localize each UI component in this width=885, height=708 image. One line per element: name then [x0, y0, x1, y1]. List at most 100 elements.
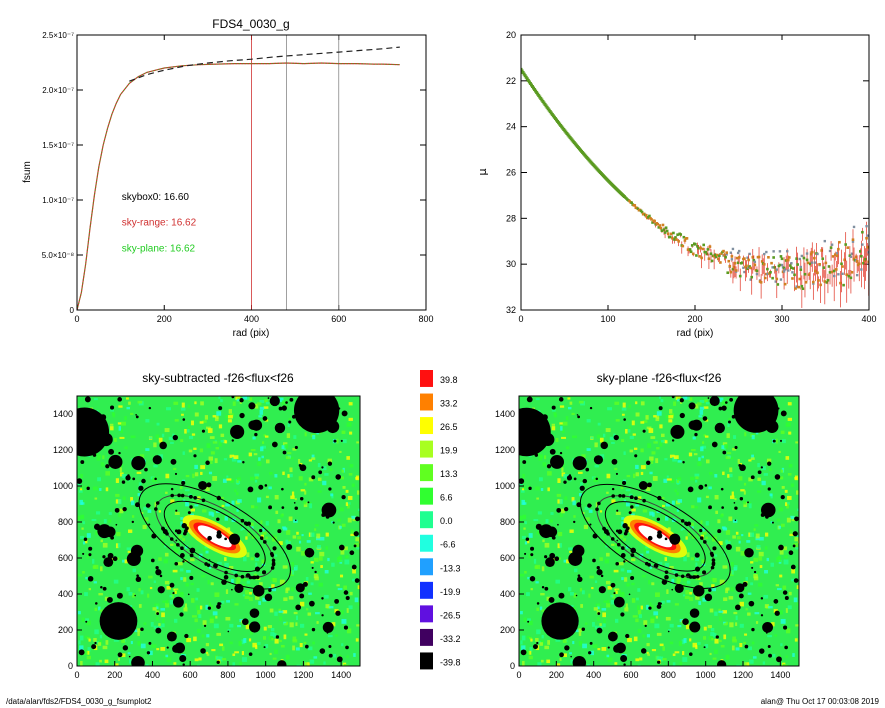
sky-subtracted-noise-pixel	[216, 632, 221, 636]
fsum-y-tick-label: 2.5×10⁻⁷	[42, 31, 74, 40]
sky-subtracted-noise-pixel	[118, 426, 122, 431]
mu-data-point	[650, 218, 653, 221]
sky-subtracted-source-mask	[189, 575, 194, 581]
sky-plane-noise-pixel	[689, 638, 692, 642]
sky-plane-noise-pixel	[710, 632, 715, 637]
sky-plane-noise-pixel	[784, 489, 788, 493]
mu-data-point	[829, 246, 833, 249]
sky-subtracted-noise-pixel	[334, 634, 338, 637]
sky-plane-noise-pixel	[638, 496, 642, 501]
sky-plane-noise-pixel	[520, 640, 523, 645]
mu-data-point	[836, 254, 839, 258]
sky-plane-noise-pixel	[607, 586, 612, 590]
sky-plane-noise-pixel	[770, 521, 774, 524]
sky-plane-noise-pixel	[526, 592, 530, 597]
sky-subtracted-noise-pixel	[179, 568, 184, 572]
sky-subtracted-noise-pixel	[77, 573, 83, 577]
sky-subtracted-source-mask	[341, 494, 346, 500]
sky-subtracted-noise-pixel	[357, 602, 360, 606]
sky-subtracted-noise-pixel	[308, 646, 313, 651]
sky-subtracted-noise-pixel	[233, 455, 239, 459]
sky-plane-source-mask	[616, 539, 619, 542]
sky-subtracted-noise-pixel	[282, 527, 288, 531]
sky-subtracted-noise-pixel	[196, 605, 199, 611]
sky-plane-noise-pixel	[682, 576, 687, 582]
sky-subtracted-noise-pixel	[270, 632, 275, 637]
sky-subtracted-source-mask	[340, 439, 343, 442]
sky-plane-source-mask	[536, 602, 540, 605]
mu-data-point	[818, 262, 821, 266]
colorbar-swatch	[420, 370, 433, 387]
sky-plane-source-mask	[520, 649, 527, 656]
sky-plane-noise-pixel	[685, 624, 690, 630]
sky-subtracted-noise-pixel	[337, 588, 343, 591]
sky-plane-noise-pixel	[726, 433, 730, 439]
sky-plane-noise-pixel	[785, 608, 788, 613]
sky-plane-noise-pixel	[727, 422, 730, 428]
sky-subtracted-star-mask	[99, 602, 138, 640]
sky-plane-noise-pixel	[701, 445, 707, 449]
sky-subtracted-noise-pixel	[192, 473, 195, 479]
sky-subtracted-noise-pixel	[254, 479, 258, 483]
mu-data-point	[812, 280, 815, 284]
colorbar-label: 33.2	[440, 398, 458, 408]
sky-plane-noise-pixel	[592, 644, 598, 649]
sky-plane-noise-pixel	[728, 516, 733, 521]
footer-timestamp: alan@ Thu Oct 17 00:03:08 2019	[760, 697, 879, 706]
sky-subtracted-noise-pixel	[349, 431, 353, 435]
sky-plane-noise-pixel	[551, 426, 556, 431]
sky-plane-noise-pixel	[751, 454, 754, 459]
sky-subtracted-noise-pixel	[199, 605, 203, 610]
fsum-x-tick-label: 200	[157, 314, 172, 324]
sky-plane-noise-pixel	[793, 542, 798, 548]
mu-sky-point	[742, 266, 745, 269]
sky-subtracted-noise-pixel	[155, 616, 159, 622]
sky-subtracted-noise-pixel	[331, 521, 334, 524]
sky-plane-noise-pixel	[581, 454, 586, 459]
sky-subtracted-noise-pixel	[122, 474, 128, 479]
sky-subtracted-noise-pixel	[166, 586, 171, 590]
sky-subtracted-noise-pixel	[255, 476, 259, 480]
sky-subtracted-noise-pixel	[200, 471, 203, 475]
sky-subtracted-source-mask	[187, 511, 191, 515]
sky-subtracted-source-mask	[95, 602, 98, 605]
sky-plane-source-mask	[689, 621, 701, 633]
sky-subtracted-source-mask	[184, 633, 189, 639]
mu-data-point	[639, 209, 643, 213]
sky-plane-noise-pixel	[691, 526, 694, 530]
sky-subtracted-noise-pixel	[224, 516, 229, 521]
sky-subtracted-source-mask	[293, 502, 296, 504]
sky-plane-noise-pixel	[603, 600, 609, 603]
sky-plane-noise-pixel	[550, 512, 554, 515]
sky-plane-source-mask	[765, 420, 779, 434]
sky-plane-noise-pixel	[729, 473, 733, 478]
mu-data-point	[842, 283, 845, 287]
mu-data-point	[681, 244, 685, 248]
sky-plane-noise-pixel	[761, 480, 766, 486]
sky-plane-noise-pixel	[685, 536, 688, 540]
sky-subtracted-source-mask	[305, 644, 309, 649]
sky-subtracted-noise-pixel	[187, 425, 191, 429]
colorbar-swatch	[420, 487, 433, 505]
sky-subtracted-noise-pixel	[355, 537, 360, 542]
sky-plane-noise-pixel	[723, 634, 727, 640]
sky-subtracted-noise-pixel	[95, 531, 99, 535]
sky-plane-noise-pixel	[781, 485, 785, 489]
sky-plane-source-mask	[717, 529, 722, 534]
sky-plane-noise-pixel	[692, 436, 696, 440]
sky-subtracted-source-mask	[247, 486, 254, 493]
sky-subtracted-noise-pixel	[223, 458, 227, 461]
mu-data-point	[688, 248, 692, 251]
sky-plane-noise-pixel	[629, 449, 634, 453]
sky-plane-noise-pixel	[534, 486, 540, 491]
sky-plane-noise-pixel	[656, 411, 662, 416]
sky-subtracted-noise-pixel	[196, 588, 200, 592]
sky-plane-noise-pixel	[784, 555, 788, 559]
sky-subtracted-source-mask	[231, 396, 235, 399]
mu-data-point	[705, 252, 709, 256]
sky-subtracted-source-mask	[294, 445, 298, 450]
sky-plane-source-mask	[725, 401, 728, 404]
sky-subtracted-noise-pixel	[336, 584, 340, 587]
sky-plane-noise-pixel	[701, 559, 705, 564]
sky-plane-noise-pixel	[521, 499, 525, 505]
